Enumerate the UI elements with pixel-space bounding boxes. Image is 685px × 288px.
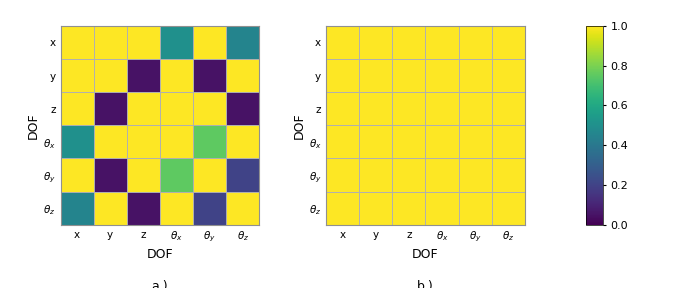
- Y-axis label: DOF: DOF: [292, 112, 306, 139]
- Text: b.): b.): [417, 280, 434, 288]
- Text: a.): a.): [151, 280, 169, 288]
- X-axis label: DOF: DOF: [412, 248, 439, 261]
- X-axis label: DOF: DOF: [147, 248, 173, 261]
- Y-axis label: DOF: DOF: [27, 112, 40, 139]
